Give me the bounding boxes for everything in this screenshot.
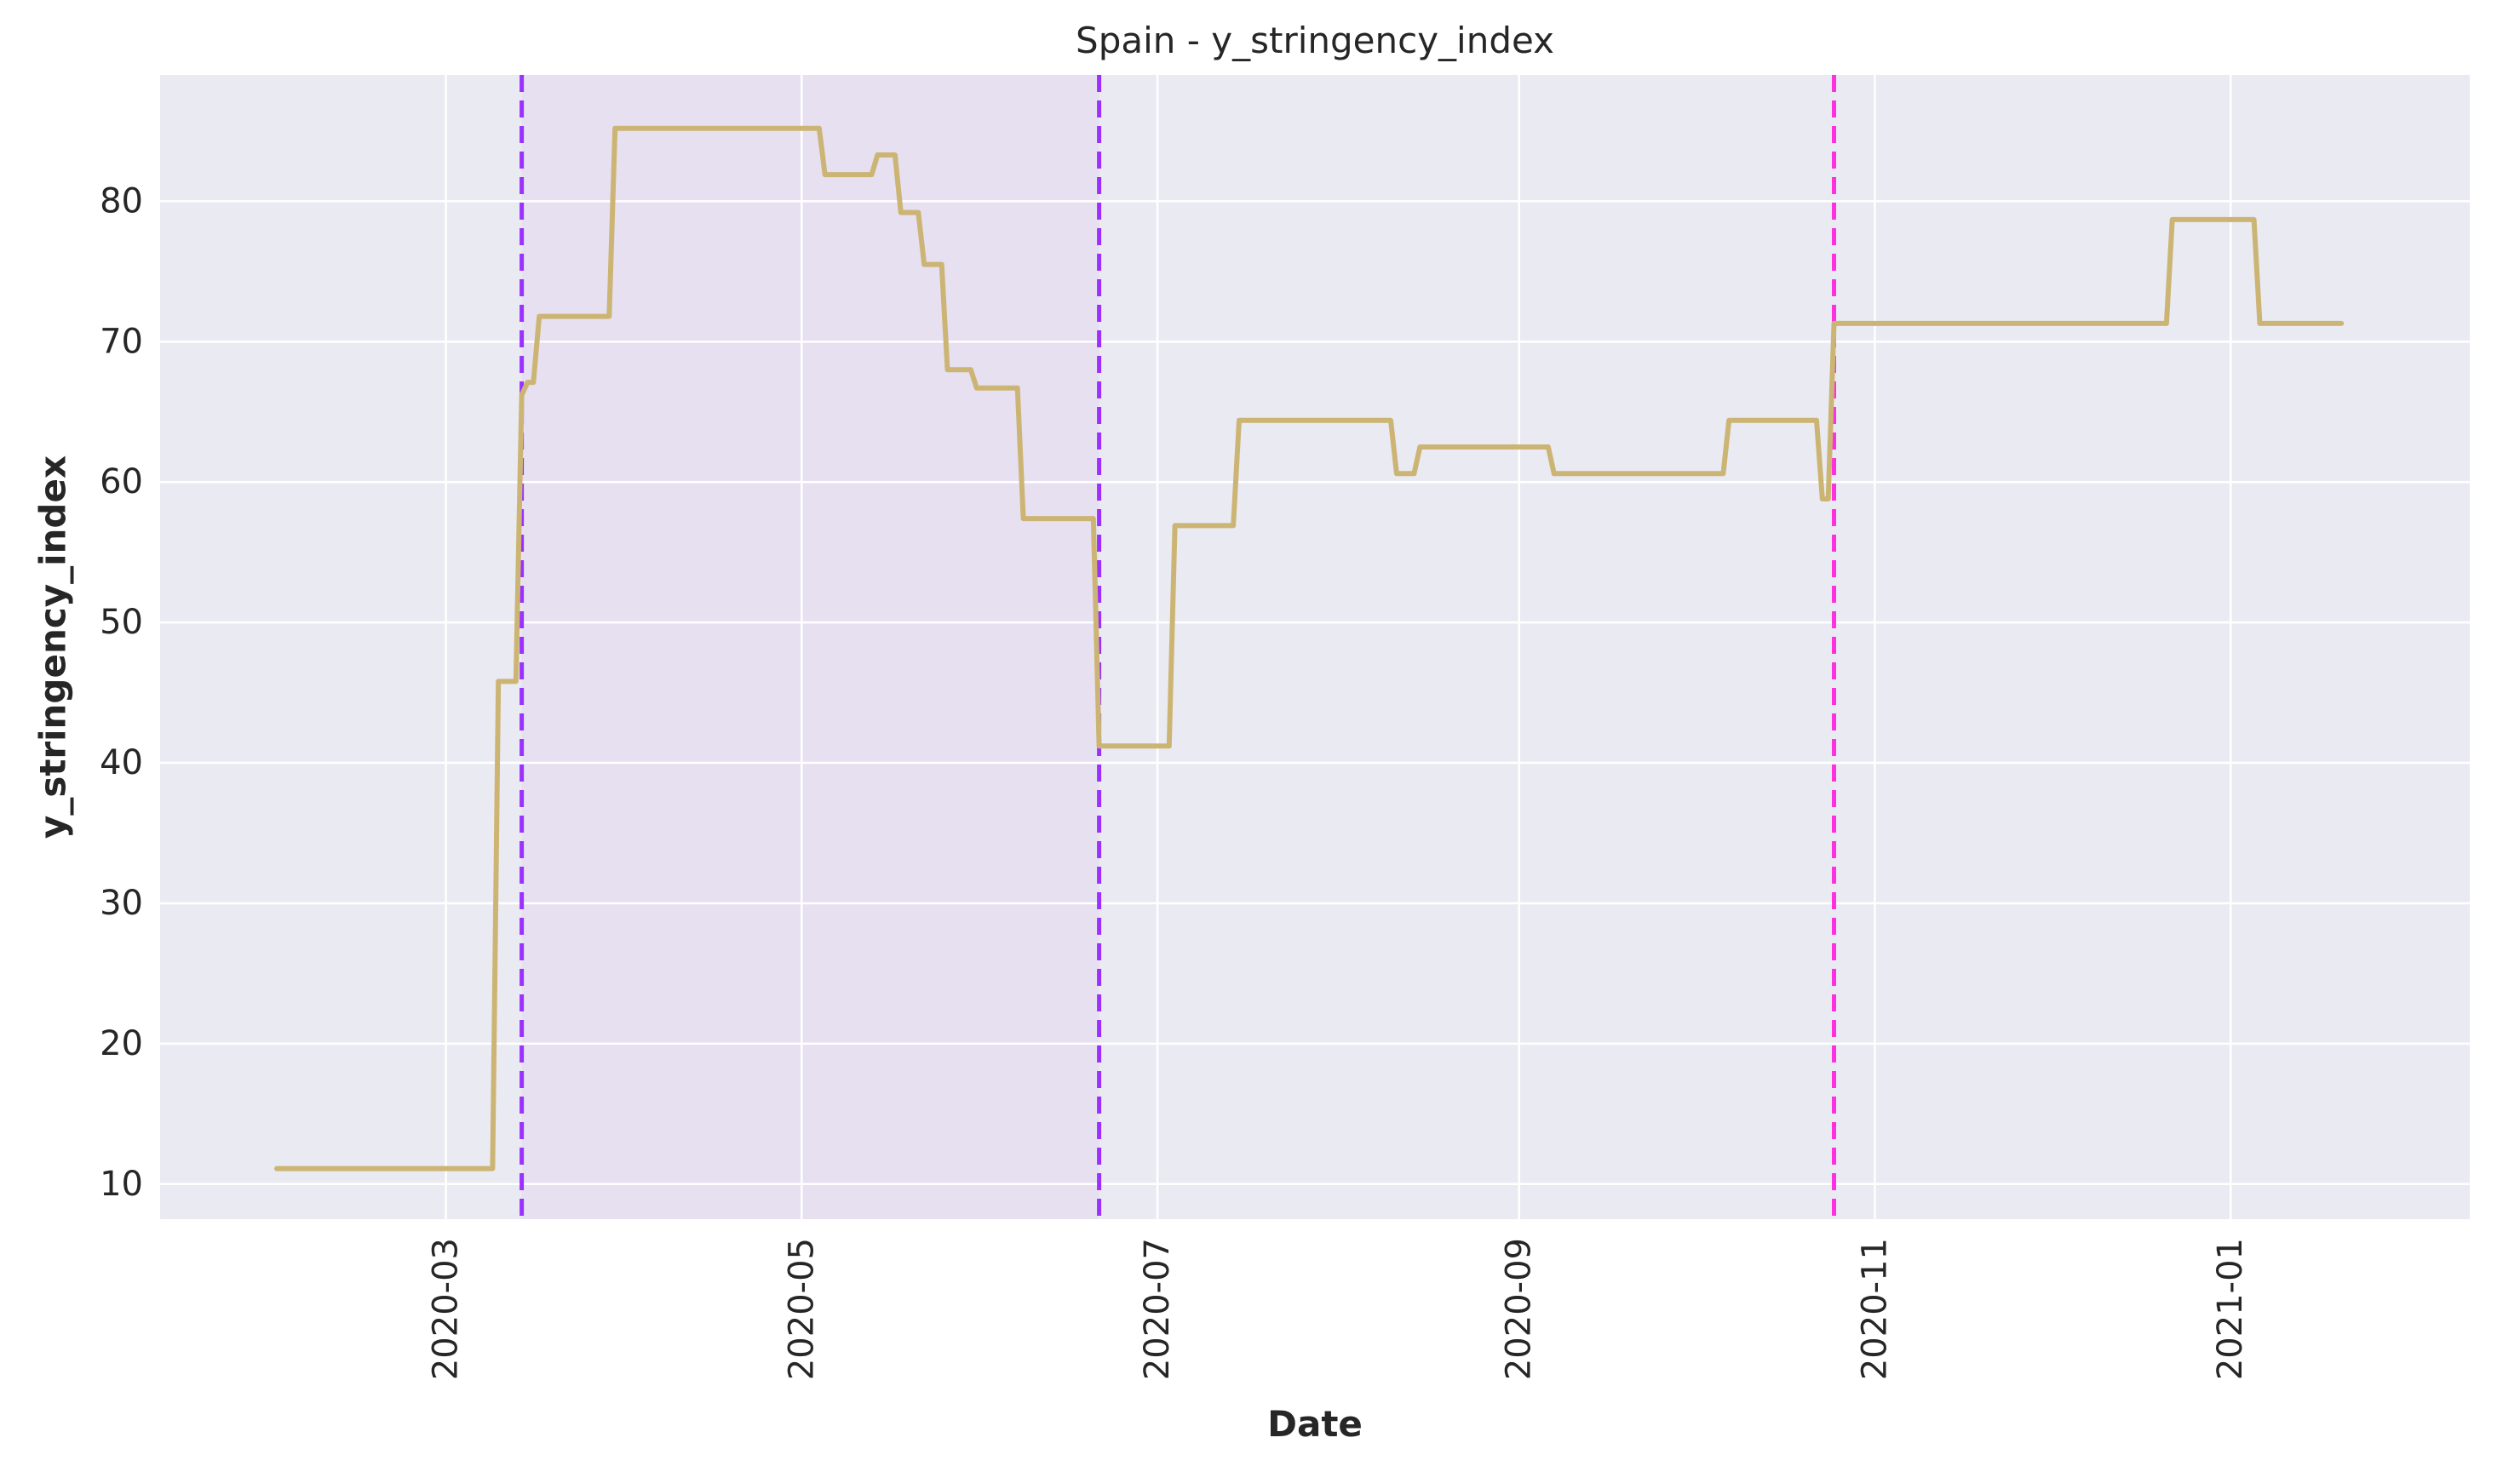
chart-title: Spain - y_stringency_index [1076,20,1554,61]
x-tick-labels: 2020-03 2020-05 2020-07 2020-09 2020-11 2021-… [427,1238,2251,1380]
y-tick-label: 70 [100,322,143,361]
x-tick-label: 2020-07 [1138,1238,1177,1380]
x-tick-label: 2020-09 [1500,1238,1539,1380]
plot-area [160,75,2470,1219]
y-tick-label: 40 [100,743,143,782]
y-tick-label: 60 [100,462,143,501]
x-tick-label: 2020-03 [427,1238,466,1380]
grid-vertical [445,75,2232,1219]
shaded-region [521,75,1099,1219]
y-tick-label: 30 [100,884,143,923]
y-tick-label: 20 [100,1024,143,1063]
x-axis-label: Date [1267,1403,1363,1445]
x-tick-label: 2021-01 [2211,1238,2250,1380]
series-line [274,125,2345,1171]
y-axis-label: y_stringency_index [32,455,74,839]
x-tick-label: 2020-05 [782,1238,821,1380]
y-tick-label: 50 [100,603,143,642]
y-tick-label: 10 [100,1165,143,1204]
y-tick-label: 80 [100,181,143,221]
series-lines [274,125,2345,1171]
grid-horizontal [160,200,2470,1186]
x-tick-label: 2020-11 [1855,1238,1894,1380]
plot-background [160,75,2470,1219]
y-tick-labels: 10 20 30 40 50 60 70 80 [100,181,143,1203]
